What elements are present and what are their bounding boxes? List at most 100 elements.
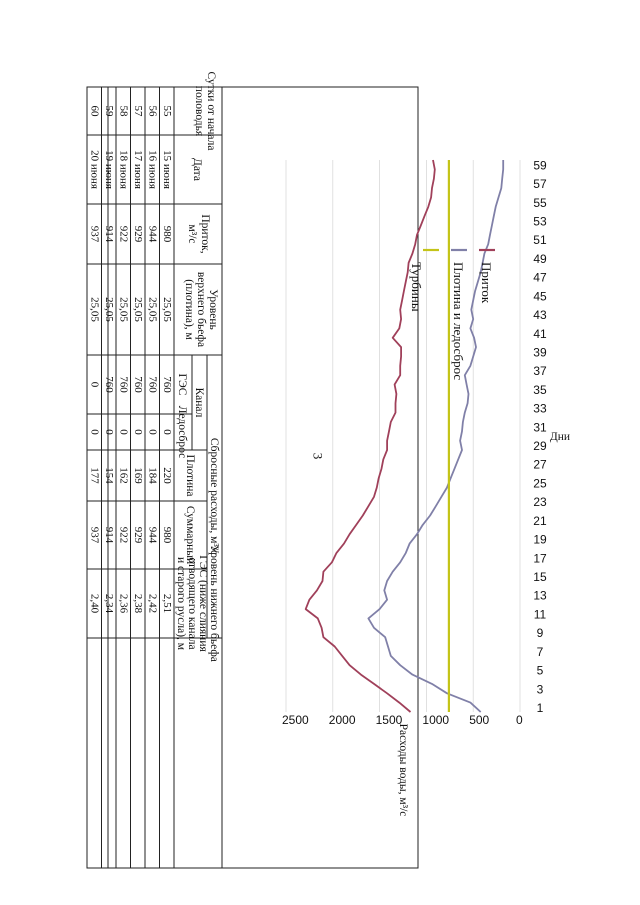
cell-date: 16 июня — [147, 150, 159, 189]
x-tick-label: 49 — [533, 252, 547, 266]
header-lower-level-line-1: ГЭС (ниже слияния — [197, 555, 209, 652]
cell-upper: 25,05 — [147, 297, 159, 322]
cell-ges: 760 — [103, 376, 115, 393]
cell-upper: 25,05 — [161, 297, 173, 322]
x-axis-title: Дни — [550, 431, 570, 443]
cell-day: 58 — [118, 106, 130, 118]
y-tick-label: 1500 — [376, 713, 403, 727]
x-tick-label: 39 — [533, 345, 547, 359]
cell-dam: 169 — [132, 467, 144, 484]
x-tick-label: 17 — [533, 551, 547, 565]
header-total: Суммарный — [184, 506, 196, 564]
y-tick-label: 2500 — [282, 713, 309, 727]
y-tick-label: 0 — [516, 713, 523, 727]
header-inflow-line-0: Приток, — [199, 214, 211, 253]
cell-ges: 0 — [89, 382, 101, 388]
y-tick-label: 1000 — [422, 713, 449, 727]
cell-total: 980 — [161, 527, 173, 544]
cell-date: 15 июня — [161, 150, 173, 189]
legend-label-1: Плотина и ледосброс — [451, 262, 466, 380]
cell-lower: 2,34 — [103, 594, 115, 614]
series-line-1 — [367, 160, 505, 713]
header-date: Дата — [191, 158, 203, 181]
table-outline — [86, 86, 223, 869]
cell-total: 944 — [147, 527, 159, 544]
cell-inflow: 944 — [147, 226, 159, 243]
y-tick-label: 500 — [469, 713, 489, 727]
cell-ice: 0 — [147, 429, 159, 435]
cell-total: 914 — [103, 527, 115, 544]
header-day-line-1: половодья — [193, 86, 205, 137]
cell-ges: 760 — [147, 376, 159, 393]
x-tick-label: 19 — [533, 533, 547, 547]
chart-legend: Приток Плотина и ледосброс Турбины — [409, 248, 495, 380]
x-tick-label: 41 — [533, 327, 547, 341]
cell-inflow: 980 — [161, 226, 173, 243]
x-tick-label: 13 — [533, 589, 547, 603]
cell-dam: 162 — [118, 467, 130, 484]
cell-ges: 760 — [118, 376, 130, 393]
cell-inflow: 929 — [132, 226, 144, 243]
cell-day: 59 — [103, 106, 115, 118]
y-tick-label: 2000 — [329, 713, 356, 727]
header-upper-level-line-0: Уровень — [207, 289, 219, 330]
cell-lower: 2,36 — [118, 594, 130, 614]
cell-total: 937 — [89, 527, 101, 544]
header-upper-level-line-2: (плотина), м — [183, 279, 195, 340]
y-axis-title: Расходы воды, м³/с — [397, 724, 409, 817]
cell-inflow: 922 — [118, 226, 130, 243]
x-tick-label: 21 — [533, 514, 547, 528]
cell-date: 18 июня — [118, 150, 130, 189]
cell-inflow: 914 — [103, 226, 115, 243]
x-tick-label: 23 — [533, 495, 547, 509]
cell-ges: 760 — [161, 376, 173, 393]
cell-day: 55 — [161, 106, 173, 118]
cell-date: 17 июня — [132, 150, 144, 189]
cell-upper: 25,05 — [118, 297, 130, 322]
x-tick-label: 33 — [533, 402, 547, 416]
cell-dam: 220 — [161, 467, 173, 484]
x-tick-label: 57 — [533, 177, 547, 191]
cell-dam: 177 — [89, 467, 101, 484]
x-tick-label: 3 — [537, 682, 544, 696]
series-line-0 — [304, 159, 436, 713]
x-tick-label: 47 — [533, 271, 547, 285]
cell-ice: 0 — [118, 429, 130, 435]
plot-area: 0500100015002000250013579111315171921232… — [282, 158, 570, 816]
cell-day: 56 — [147, 106, 159, 118]
legend-label-0: Приток — [479, 262, 494, 304]
cell-ice: 0 — [89, 429, 101, 435]
legend-label-2: Турбины — [409, 262, 424, 312]
cell-dam: 154 — [103, 467, 115, 484]
cell-lower: 2,40 — [89, 594, 101, 614]
header-upper-level-line-1: верхнего бьефа — [195, 272, 207, 347]
x-tick-label: 43 — [533, 308, 547, 322]
cell-inflow: 937 — [89, 226, 101, 243]
cell-ice: 0 — [103, 429, 115, 435]
x-tick-label: 59 — [533, 158, 547, 172]
cell-date: 19 июня — [103, 150, 115, 189]
x-tick-label: 35 — [533, 383, 547, 397]
page-number: 3 — [310, 452, 326, 460]
x-tick-label: 55 — [533, 196, 547, 210]
table-frame — [107, 86, 419, 869]
cell-ges: 760 — [132, 376, 144, 393]
cell-date: 20 июня — [89, 150, 101, 189]
x-tick-label: 37 — [533, 364, 547, 378]
cell-lower: 2,38 — [132, 594, 144, 614]
cell-lower: 2,42 — [147, 594, 159, 613]
header-inflow-line-1: м³/с — [186, 224, 198, 243]
header-lower-level-line-0: Уровень нижнего бьефа — [208, 545, 220, 662]
x-tick-label: 51 — [533, 233, 547, 247]
header-canal: Канал — [193, 388, 205, 418]
x-tick-label: 5 — [537, 664, 544, 678]
x-tick-label: 11 — [534, 607, 547, 621]
x-tick-label: 15 — [533, 570, 547, 584]
cell-day: 57 — [132, 106, 144, 118]
x-tick-label: 45 — [533, 289, 547, 303]
x-tick-label: 31 — [533, 420, 547, 434]
cell-ice: 0 — [161, 429, 173, 435]
